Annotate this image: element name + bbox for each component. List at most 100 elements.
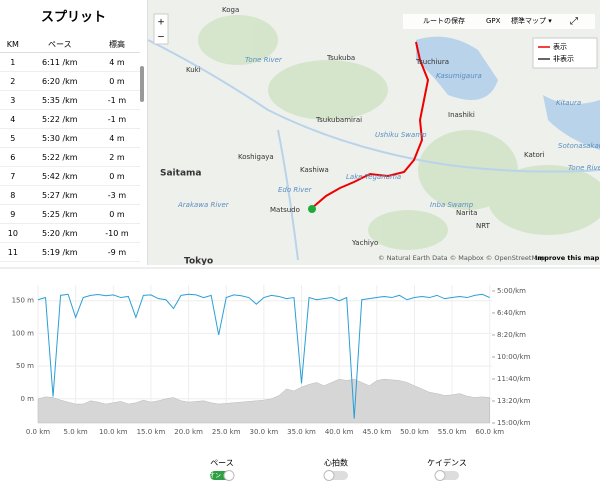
split-row: 125:30 /km1 m: [0, 261, 140, 265]
split-cell: 4: [0, 109, 26, 129]
y2-tick-label: 15:00/km: [497, 419, 531, 427]
split-cell: 0 m: [93, 71, 140, 91]
zoom-button[interactable]: −: [157, 33, 165, 43]
x-tick-label: 60.0 km: [475, 428, 504, 436]
map-label: Sotonasakaura: [558, 142, 600, 150]
x-tick-label: 35.0 km: [287, 428, 316, 436]
x-tick-label: 50.0 km: [400, 428, 429, 436]
elevation-area: [37, 378, 490, 424]
map-label: Tsuchiura: [415, 58, 449, 66]
split-cell: 5:22 /km: [25, 109, 94, 129]
split-row: 11 5:19 /km -9 m: [0, 242, 140, 262]
map-label: Tsukuba: [326, 54, 355, 62]
map-label: Tokyo: [184, 257, 213, 266]
split-row: 8 5:27 /km -3 m: [0, 185, 140, 205]
split-row: 6 5:22 /km 2 m: [0, 147, 140, 167]
scrollbar[interactable]: [140, 66, 144, 102]
x-tick-label: 45.0 km: [362, 428, 391, 436]
map-label: Tsukubamirai: [315, 116, 362, 124]
split-cell: 1: [0, 52, 26, 72]
map-label: Kitaura: [556, 99, 581, 107]
split-cell: 2: [0, 71, 26, 91]
x-tick-label: 40.0 km: [325, 428, 354, 436]
y2-tick-label: 13:20/km: [497, 397, 531, 405]
split-row: 5 5:30 /km 4 m: [0, 128, 140, 148]
split-cell: 4 m: [93, 52, 140, 72]
split-cell: 2 m: [93, 147, 140, 167]
map[interactable]: Koga Tsukuba Tsuchiura Kasumigaura Kuki Tone …: [148, 0, 600, 265]
map-button[interactable]: ⤢: [570, 16, 578, 27]
split-cell: 8: [0, 185, 26, 205]
chart: 0.0 km 5.0 km 10.0 km 15.0 km 20.0 km 25.0 km…: [0, 267, 600, 481]
split-cell: 5:22 /km: [25, 147, 94, 167]
x-tick-label: 10.0 km: [99, 428, 128, 436]
map-label: Kuki: [186, 66, 201, 74]
split-cell: -1 m: [93, 90, 140, 110]
map-label: Kashiwa: [300, 166, 329, 174]
split-cell: -3 m: [93, 185, 140, 205]
map-label: Edo River: [278, 186, 313, 194]
y2-tick-label: 8:20/km: [497, 331, 526, 339]
split-cell: 4 m: [93, 128, 140, 148]
map-label: Matsudo: [270, 206, 300, 214]
split-cell: -1 m: [93, 109, 140, 129]
column-header: 標高: [93, 36, 140, 53]
map-label: Inashiki: [448, 111, 475, 119]
split-cell: 5:35 /km: [25, 90, 94, 110]
split-cell: -9 m: [93, 242, 140, 262]
map-label: Saitama: [160, 169, 201, 179]
split-cell: 6:11 /km: [25, 52, 94, 72]
split-cell: 10: [0, 223, 26, 243]
zoom-button[interactable]: +: [157, 18, 165, 28]
attribution: © Natural Earth Data © Mapbox © OpenStre…: [378, 254, 545, 262]
map-button[interactable]: 標準マップ ▾: [511, 16, 552, 25]
split-cell: 12: [0, 261, 26, 265]
x-tick-label: 30.0 km: [250, 428, 279, 436]
map-label: Tone River: [568, 164, 600, 172]
y2-tick-label: 6:40/km: [497, 309, 526, 317]
map-label: Katori: [524, 151, 545, 159]
split-cell: 6: [0, 147, 26, 167]
split-row: 4 5:22 /km -1 m: [0, 109, 140, 129]
split-cell: 9: [0, 204, 26, 224]
x-tick-label: 55.0 km: [438, 428, 467, 436]
y2-tick-label: 5:00/km: [497, 287, 526, 295]
pace-line: [37, 293, 490, 419]
map-label: Koga: [222, 6, 239, 14]
split-cell: 3: [0, 90, 26, 110]
map-label: Inba Swamp: [430, 201, 474, 209]
split-cell: 1 m: [93, 261, 140, 265]
split-row: 7 5:42 /km 0 m: [0, 166, 140, 186]
split-cell: 7: [0, 166, 26, 186]
x-tick-label: 20.0 km: [174, 428, 203, 436]
split-cell: 5:19 /km: [25, 242, 94, 262]
splits-panel: スプリット KM ペース 標高 1 6:11 /km 4 m 2 6:20 /km 0 m 3 5:…: [0, 0, 148, 265]
y-tick-label: 0 m: [21, 395, 35, 403]
toggle-label: ペース: [210, 459, 234, 468]
x-tick-label: 25.0 km: [212, 428, 241, 436]
split-cell: 0 m: [93, 204, 140, 224]
toggle-knob: [223, 470, 235, 481]
improve-link[interactable]: Improve this map: [535, 254, 600, 262]
legend-entry: 非表示: [553, 54, 574, 63]
map-button[interactable]: ルートの保存: [423, 16, 465, 25]
map-label: Ushiku Swamp: [375, 131, 427, 139]
split-cell: 5: [0, 128, 26, 148]
map-label: Yachiyo: [351, 239, 378, 247]
toggle-label: 心拍数: [324, 458, 348, 468]
split-cell: 5:25 /km: [25, 204, 94, 224]
map-button[interactable]: GPX: [486, 17, 501, 25]
y-tick-label: 100 m: [12, 329, 35, 337]
map-label: Kasumigaura: [436, 72, 482, 80]
x-tick-label: 0.0 km: [26, 428, 50, 436]
map-label: Koshigaya: [238, 153, 274, 161]
y-tick-label: 50 m: [16, 362, 34, 370]
split-row: 2 6:20 /km 0 m: [0, 71, 140, 91]
splits-table: KM ペース 標高 1 6:11 /km 4 m 2 6:20 /km 0 m 3 5:35 /km…: [0, 36, 140, 265]
column-header: KM: [0, 36, 26, 53]
toggle-knob: [323, 470, 335, 481]
y-tick-label: 150 m: [12, 297, 35, 305]
split-row: 10 5:20 /km -10 m: [0, 223, 140, 243]
y2-tick-label: 11:40/km: [497, 375, 531, 383]
